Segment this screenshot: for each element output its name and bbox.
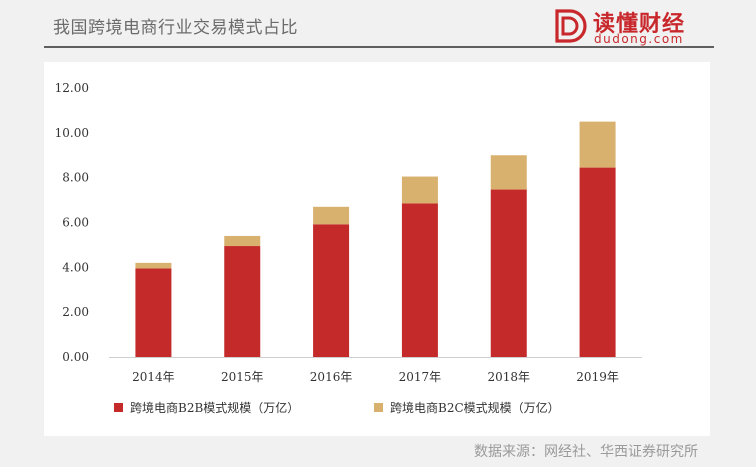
header-divider	[44, 46, 714, 48]
legend: 跨境电商B2B模式规模（万亿） 跨境电商B2C模式规模（万亿）	[114, 400, 560, 415]
x-axis: 2014年 2015年 2016年 2017年 2018年 2019年	[132, 370, 619, 384]
y-tick-label: 12.00	[55, 81, 89, 95]
logo-text: 读懂财经	[593, 12, 686, 37]
legend-swatch	[374, 403, 383, 412]
page-title: 我国跨境电商行业交易模式占比	[53, 18, 298, 38]
bar-b2b	[401, 203, 438, 357]
x-tick-label: 2016年	[310, 370, 353, 384]
x-tick-label: 2019年	[576, 370, 619, 384]
bar-b2b	[135, 268, 172, 357]
x-tick-label: 2015年	[221, 370, 264, 384]
bar-b2b	[224, 246, 261, 357]
bars	[135, 121, 616, 357]
bar-b2c	[401, 176, 438, 204]
bar-b2c	[224, 235, 261, 247]
bar-b2c	[135, 262, 172, 269]
stacked-bar-chart: 0.00 2.00 4.00 6.00 8.00 10.00 12.00 2014年 2015…	[55, 81, 642, 415]
x-tick-label: 2017年	[399, 370, 442, 384]
y-tick-label: 6.00	[62, 216, 89, 230]
y-tick-label: 10.00	[55, 126, 89, 140]
logo-d-icon	[555, 9, 587, 43]
legend-swatch	[114, 403, 123, 412]
y-axis: 0.00 2.00 4.00 6.00 8.00 10.00 12.00	[55, 81, 89, 364]
legend-label: 跨境电商B2C模式规模（万亿）	[390, 400, 560, 415]
y-tick-label: 2.00	[62, 305, 89, 319]
x-tick-label: 2018年	[487, 370, 530, 384]
bar-b2b	[579, 167, 616, 357]
bar-b2c	[313, 206, 350, 225]
bar-b2b	[490, 189, 527, 357]
data-source: 数据来源：网经社、华西证券研究所	[474, 444, 698, 460]
legend-label: 跨境电商B2B模式规模（万亿）	[130, 400, 299, 415]
x-tick-label: 2014年	[132, 370, 175, 384]
bar-b2b	[313, 224, 350, 357]
y-tick-label: 4.00	[62, 260, 89, 274]
bar-b2c	[490, 155, 527, 190]
chart-card: 0.00 2.00 4.00 6.00 8.00 10.00 12.00 2014年 2015…	[44, 62, 710, 436]
y-tick-label: 0.00	[62, 350, 89, 364]
y-tick-label: 8.00	[62, 171, 89, 185]
header: 我国跨境电商行业交易模式占比 读懂财经 dudong.com	[0, 0, 756, 48]
bar-b2c	[579, 121, 616, 168]
logo-subtext: dudong.com	[594, 32, 684, 46]
logo: 读懂财经 dudong.com	[553, 6, 693, 46]
